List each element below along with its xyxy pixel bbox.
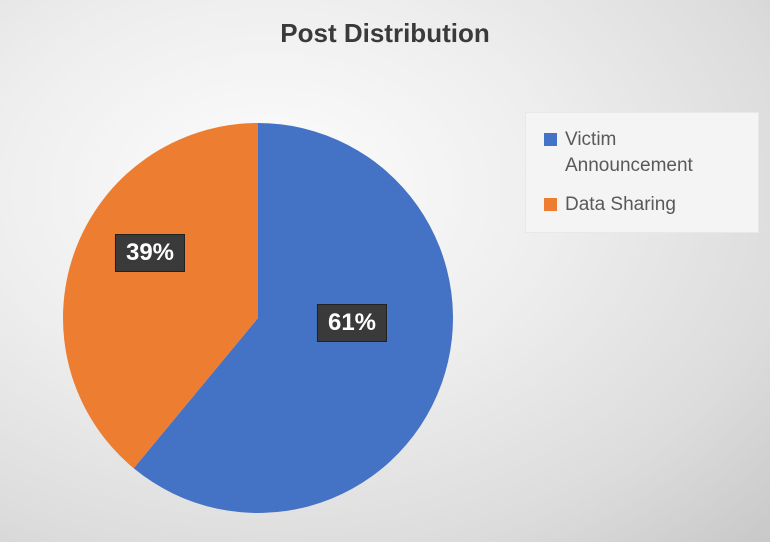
legend-label: Victim Announcement — [565, 127, 735, 178]
legend-item-1: Data Sharing — [544, 192, 740, 218]
legend-swatch-icon — [544, 133, 557, 146]
slice-label-1: 39% — [115, 234, 185, 272]
chart-canvas: Post Distribution 61%39% Victim Announce… — [0, 0, 770, 542]
legend-item-0: Victim Announcement — [544, 127, 740, 178]
slice-label-0: 61% — [317, 304, 387, 342]
legend-swatch-icon — [544, 198, 557, 211]
chart-legend: Victim Announcement Data Sharing — [525, 112, 759, 233]
legend-label: Data Sharing — [565, 192, 676, 218]
